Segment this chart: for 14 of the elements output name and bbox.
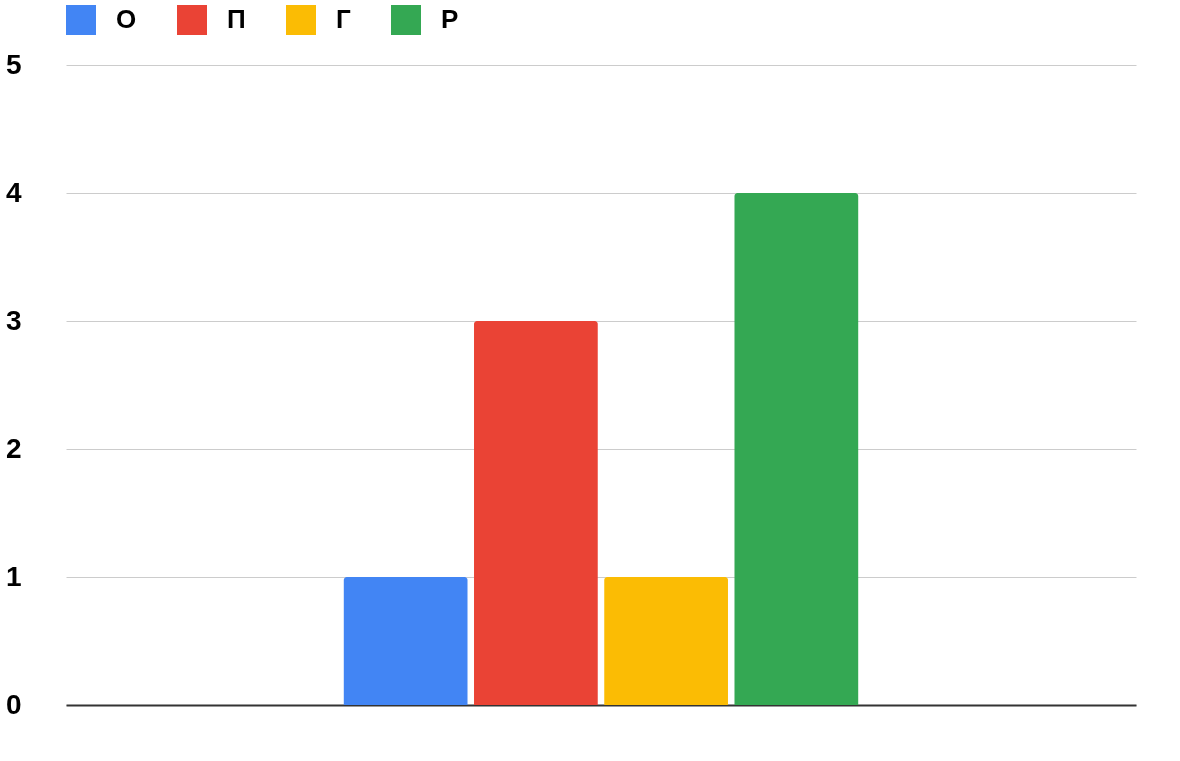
y-tick-label: 1 (5, 560, 22, 592)
y-tick-label: 0 (5, 688, 22, 720)
y-tick-label: 3 (5, 304, 22, 336)
y-tick-label: 2 (5, 432, 22, 464)
bar (604, 577, 728, 705)
bar (343, 577, 468, 705)
bar (734, 193, 859, 705)
bar (474, 321, 598, 705)
legend-label: Г (336, 4, 351, 34)
y-tick-label: 4 (5, 176, 22, 208)
legend-label: П (227, 4, 246, 34)
legend-label: О (116, 4, 137, 34)
legend-label: Р (441, 4, 459, 34)
y-tick-label: 5 (5, 48, 22, 80)
